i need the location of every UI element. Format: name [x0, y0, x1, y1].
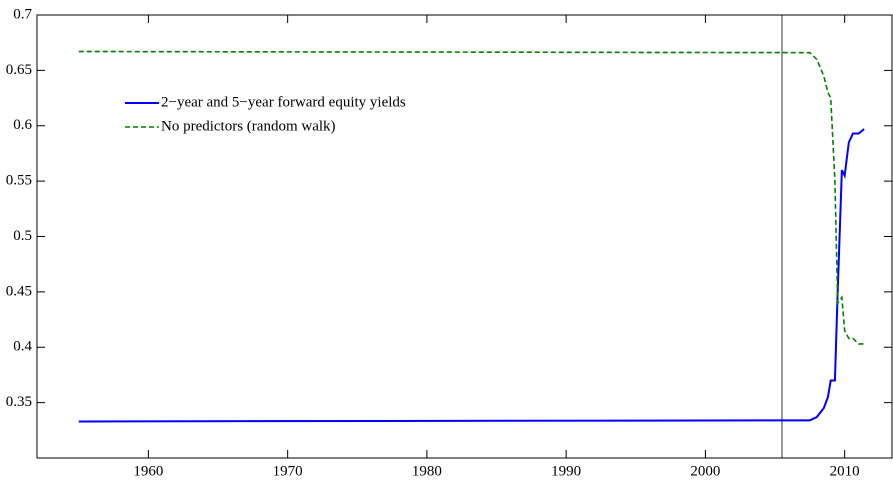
y-tick-label: 0.6	[13, 117, 32, 133]
x-tick-label: 1960	[133, 463, 163, 479]
legend-label: No predictors (random walk)	[161, 118, 336, 134]
axes-box	[36, 14, 893, 459]
x-tick-label: 2010	[830, 463, 860, 479]
legend-label: 2−year and 5−year forward equity yields	[161, 94, 406, 110]
series-line	[78, 128, 865, 423]
y-tick-label: 0.5	[13, 228, 32, 244]
x-tick-label: 1980	[412, 463, 442, 479]
y-tick-label: 0.45	[6, 283, 32, 299]
y-tick-label: 0.65	[6, 62, 32, 78]
y-tick-label: 0.7	[13, 6, 32, 22]
x-tick-label: 1990	[551, 463, 581, 479]
y-tick-label: 0.4	[13, 339, 32, 355]
y-tick-label: 0.35	[6, 394, 32, 410]
x-tick-label: 2000	[690, 463, 720, 479]
x-tick-label: 1970	[273, 463, 303, 479]
y-tick-label: 0.55	[6, 173, 32, 189]
